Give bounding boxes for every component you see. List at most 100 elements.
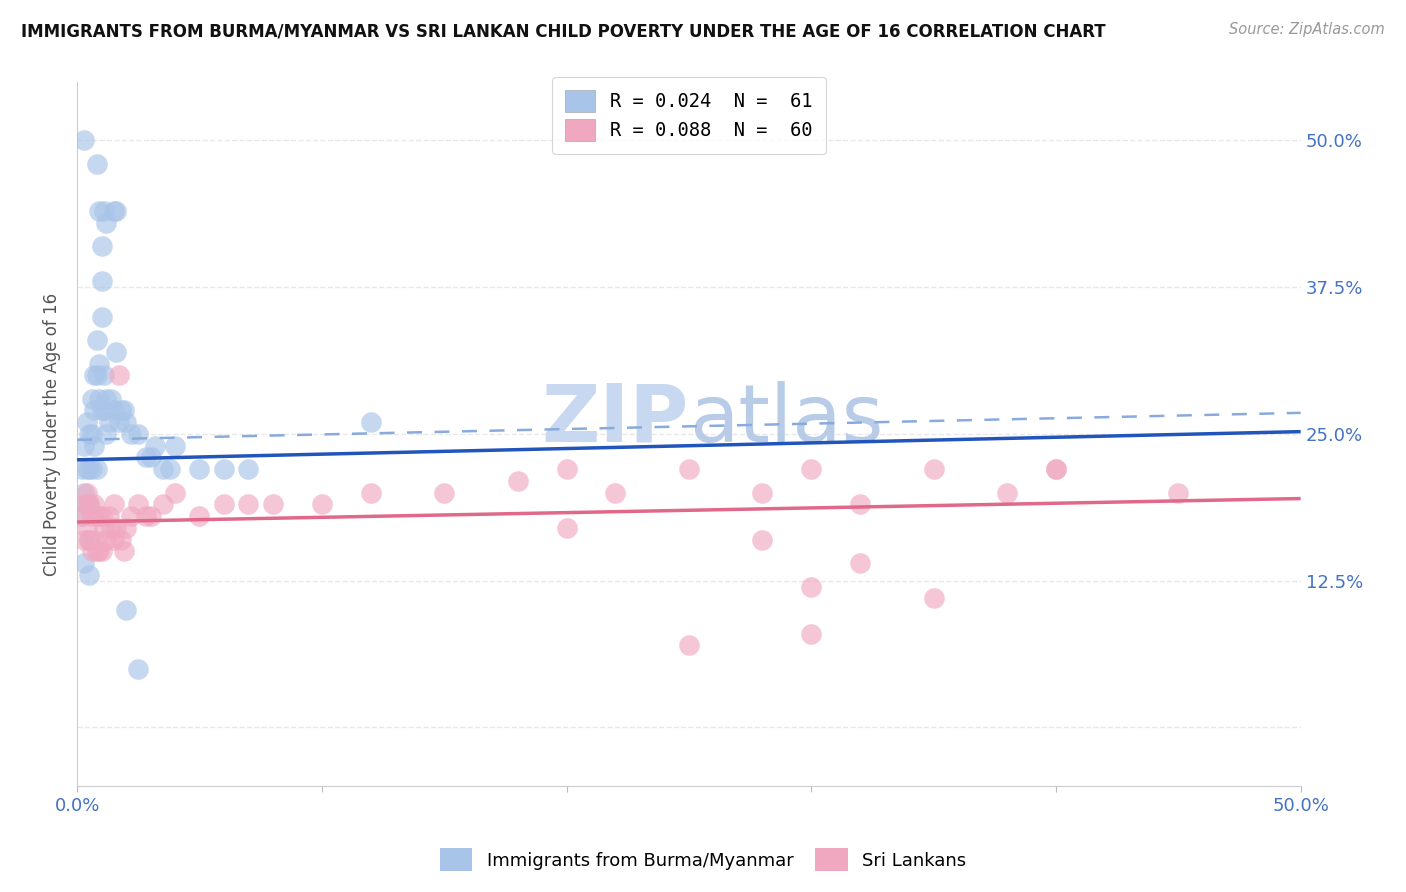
Point — [86, 157, 108, 171]
Point — [73, 439, 96, 453]
Point — [555, 521, 578, 535]
Point — [83, 368, 105, 383]
Point — [83, 497, 105, 511]
Point — [86, 509, 108, 524]
Point — [87, 357, 110, 371]
Point — [159, 462, 181, 476]
Point — [115, 603, 138, 617]
Point — [922, 462, 945, 476]
Point — [212, 462, 235, 476]
Text: Source: ZipAtlas.com: Source: ZipAtlas.com — [1229, 22, 1385, 37]
Point — [93, 521, 115, 535]
Point — [79, 427, 101, 442]
Point — [73, 556, 96, 570]
Point — [212, 497, 235, 511]
Point — [73, 497, 96, 511]
Point — [76, 485, 98, 500]
Point — [90, 544, 112, 558]
Point — [80, 544, 103, 558]
Point — [86, 544, 108, 558]
Point — [110, 533, 132, 547]
Point — [107, 415, 129, 429]
Point — [188, 509, 211, 524]
Point — [96, 533, 118, 547]
Point — [120, 427, 142, 442]
Text: IMMIGRANTS FROM BURMA/MYANMAR VS SRI LANKAN CHILD POVERTY UNDER THE AGE OF 16 CO: IMMIGRANTS FROM BURMA/MYANMAR VS SRI LAN… — [21, 22, 1105, 40]
Point — [262, 497, 284, 511]
Point — [79, 533, 101, 547]
Point — [90, 509, 112, 524]
Point — [678, 638, 700, 652]
Point — [87, 544, 110, 558]
Point — [1045, 462, 1067, 476]
Point — [80, 392, 103, 406]
Point — [107, 368, 129, 383]
Point — [70, 462, 93, 476]
Point — [751, 485, 773, 500]
Point — [311, 497, 333, 511]
Point — [360, 485, 382, 500]
Point — [1167, 485, 1189, 500]
Point — [135, 509, 157, 524]
Point — [80, 462, 103, 476]
Point — [103, 533, 125, 547]
Point — [86, 333, 108, 347]
Point — [152, 462, 174, 476]
Point — [100, 521, 122, 535]
Point — [849, 556, 872, 570]
Point — [93, 403, 115, 417]
Point — [105, 521, 128, 535]
Point — [87, 509, 110, 524]
Point — [678, 462, 700, 476]
Point — [751, 533, 773, 547]
Point — [79, 462, 101, 476]
Point — [100, 392, 122, 406]
Point — [115, 521, 138, 535]
Point — [70, 509, 93, 524]
Text: atlas: atlas — [689, 381, 883, 458]
Point — [70, 509, 93, 524]
Y-axis label: Child Poverty Under the Age of 16: Child Poverty Under the Age of 16 — [44, 293, 60, 575]
Point — [605, 485, 627, 500]
Point — [800, 580, 823, 594]
Point — [79, 533, 101, 547]
Point — [115, 415, 138, 429]
Point — [86, 368, 108, 383]
Point — [79, 497, 101, 511]
Point — [90, 403, 112, 417]
Point — [103, 497, 125, 511]
Point — [73, 134, 96, 148]
Point — [238, 462, 260, 476]
Legend: Immigrants from Burma/Myanmar, Sri Lankans: Immigrants from Burma/Myanmar, Sri Lanka… — [433, 841, 973, 879]
Point — [188, 462, 211, 476]
Point — [76, 521, 98, 535]
Point — [163, 485, 186, 500]
Point — [80, 509, 103, 524]
Point — [360, 415, 382, 429]
Point — [73, 485, 96, 500]
Point — [103, 203, 125, 218]
Point — [80, 427, 103, 442]
Point — [90, 310, 112, 324]
Point — [86, 462, 108, 476]
Point — [105, 344, 128, 359]
Point — [800, 462, 823, 476]
Point — [83, 533, 105, 547]
Point — [73, 533, 96, 547]
Point — [90, 239, 112, 253]
Point — [93, 368, 115, 383]
Point — [849, 497, 872, 511]
Point — [87, 203, 110, 218]
Point — [922, 591, 945, 606]
Point — [96, 216, 118, 230]
Point — [152, 497, 174, 511]
Point — [105, 203, 128, 218]
Point — [127, 497, 149, 511]
Point — [800, 626, 823, 640]
Point — [120, 509, 142, 524]
Point — [97, 415, 120, 429]
Point — [139, 509, 162, 524]
Point — [96, 427, 118, 442]
Point — [79, 497, 101, 511]
Point — [76, 462, 98, 476]
